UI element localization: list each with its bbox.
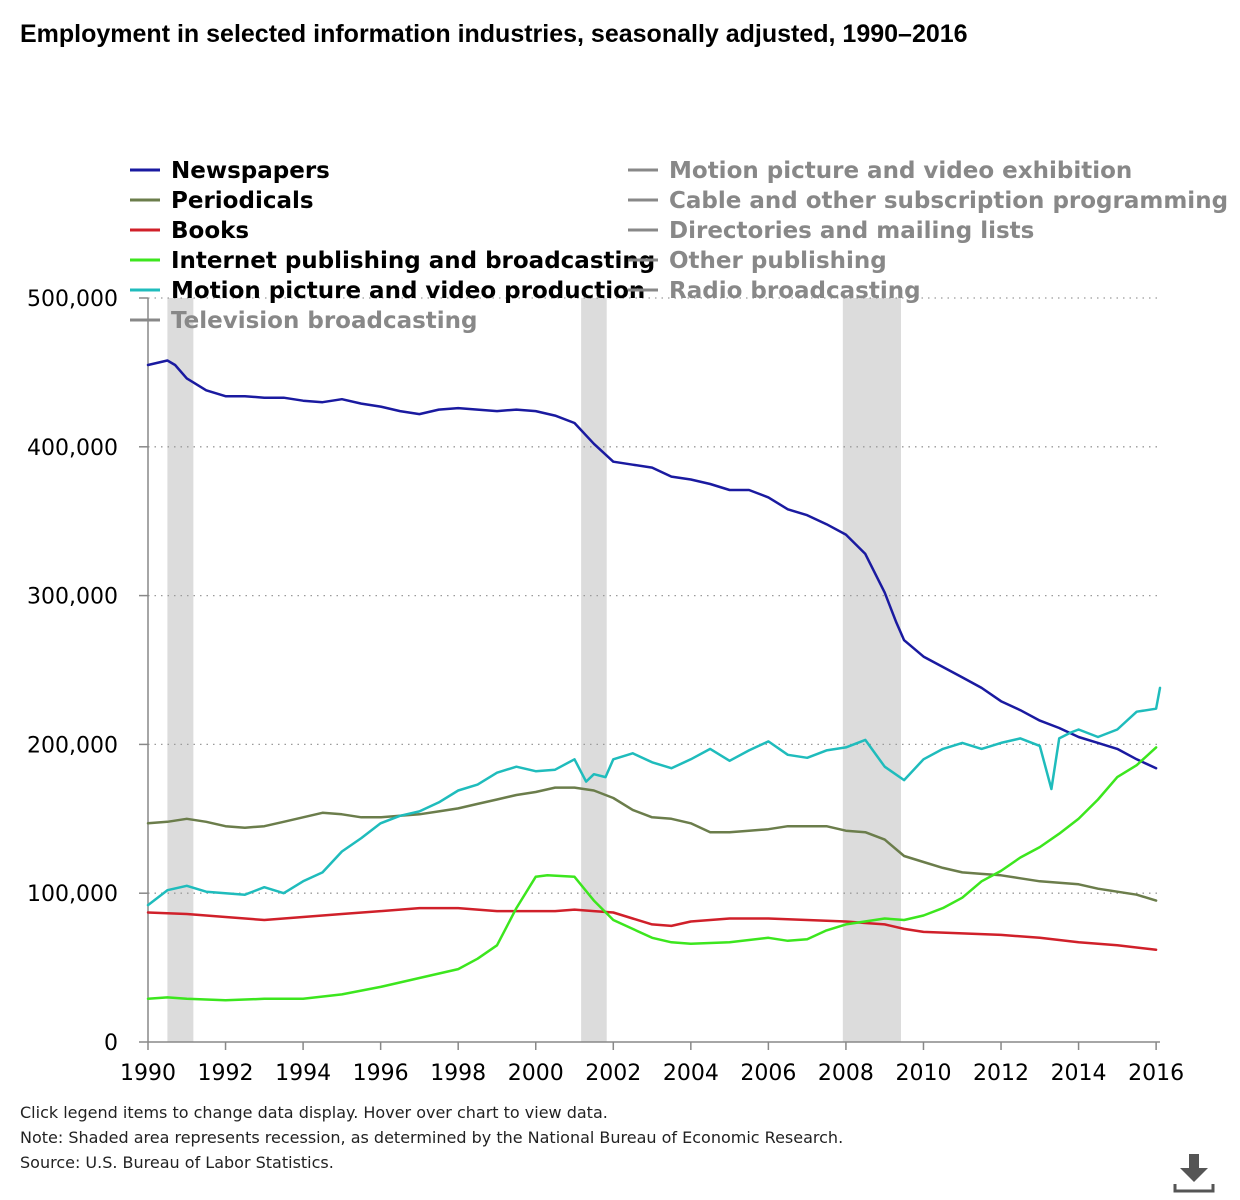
x-tick-label: 1994: [275, 1061, 331, 1086]
legend-item-internet-publishing-and-broadcasting[interactable]: Internet publishing and broadcasting: [130, 248, 655, 274]
x-tick-label: 1998: [430, 1061, 486, 1086]
gridlines: [148, 297, 1160, 894]
series-line-books[interactable]: [146, 906, 1158, 951]
legend-item-cable-and-other-subscription-programming[interactable]: Cable and other subscription programming: [628, 188, 1228, 214]
x-tick-label: 1992: [198, 1061, 254, 1086]
legend-item-radio-broadcasting[interactable]: Radio broadcasting: [628, 278, 921, 304]
footer-instructions: Click legend items to change data displa…: [20, 1103, 608, 1122]
x-tick-label: 2014: [1051, 1061, 1107, 1086]
x-tick-label: 2010: [895, 1061, 951, 1086]
y-tick-label: 200,000: [27, 733, 118, 758]
x-tick-label: 2016: [1128, 1061, 1184, 1086]
x-tick-label: 2008: [818, 1061, 874, 1086]
series-line-motion-picture-and-video-production[interactable]: [146, 686, 1162, 907]
legend-label: Directories and mailing lists: [669, 218, 1034, 244]
legend-item-other-publishing[interactable]: Other publishing: [628, 248, 887, 274]
x-tick-label: 2000: [508, 1061, 564, 1086]
legend-item-motion-picture-and-video-production[interactable]: Motion picture and video production: [130, 278, 645, 304]
y-tick-label: 500,000: [27, 287, 118, 312]
series-lines[interactable]: [146, 359, 1162, 1002]
legend[interactable]: Newspapers Periodicals Books Internet publi…: [130, 158, 1228, 334]
legend-item-television-broadcasting[interactable]: Television broadcasting: [130, 308, 478, 334]
axes: 0 100,000 200,000 300,000 400,000 500,000 1990…: [27, 287, 1184, 1086]
legend-item-motion-picture-and-video-exhibition[interactable]: Motion picture and video exhibition: [628, 158, 1132, 184]
y-tick-label: 400,000: [27, 436, 118, 461]
x-tick-label: 1990: [120, 1061, 176, 1086]
legend-label: Periodicals: [171, 188, 314, 214]
footer-note: Note: Shaded area represents recession, …: [20, 1128, 843, 1147]
legend-label: Television broadcasting: [171, 308, 478, 334]
legend-label: Books: [171, 218, 249, 244]
x-tick-label: 1996: [353, 1061, 409, 1086]
x-tick-label: 2002: [585, 1061, 641, 1086]
y-tick-label: 300,000: [27, 585, 118, 610]
footer-source: Source: U.S. Bureau of Labor Statistics.: [20, 1153, 334, 1172]
download-icon[interactable]: [1172, 1152, 1216, 1194]
series-line-internet-publishing-and-broadcasting[interactable]: [146, 746, 1158, 1002]
legend-label: Radio broadcasting: [669, 278, 921, 304]
legend-item-books[interactable]: Books: [130, 218, 249, 244]
legend-label: Newspapers: [171, 158, 330, 184]
recession-band: [581, 298, 607, 1042]
legend-label: Other publishing: [669, 248, 887, 274]
x-tick-label: 2012: [973, 1061, 1029, 1086]
chart-title: Employment in selected information indus…: [20, 20, 968, 48]
x-tick-label: 2006: [740, 1061, 796, 1086]
legend-item-periodicals[interactable]: Periodicals: [130, 188, 314, 214]
legend-item-directories-and-mailing-lists[interactable]: Directories and mailing lists: [628, 218, 1034, 244]
legend-label: Internet publishing and broadcasting: [171, 248, 655, 274]
legend-label: Motion picture and video exhibition: [669, 158, 1132, 184]
recession-shading: [167, 298, 901, 1042]
x-tick-label: 2004: [663, 1061, 719, 1086]
y-tick-label: 100,000: [27, 882, 118, 907]
series-line-newspapers[interactable]: [146, 359, 1158, 770]
y-tick-label: 0: [104, 1031, 118, 1056]
recession-band: [842, 298, 901, 1042]
legend-label: Motion picture and video production: [171, 278, 645, 304]
legend-label: Cable and other subscription programming: [669, 188, 1228, 214]
series-line-periodicals[interactable]: [146, 786, 1158, 902]
recession-band: [167, 298, 194, 1042]
legend-item-newspapers[interactable]: Newspapers: [130, 158, 330, 184]
